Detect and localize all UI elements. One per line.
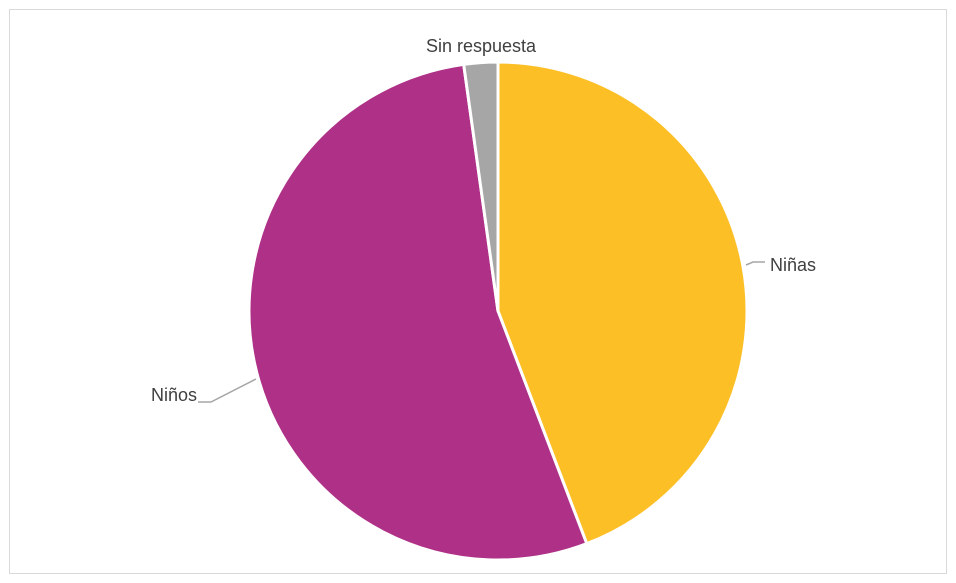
slice-label-ninos: Niños (151, 385, 197, 405)
pie-slice-ninas (496, 60, 749, 546)
slice-label-ninas: Niñas (770, 255, 816, 275)
pie-slice-ninos (247, 62, 589, 562)
leader-lines (198, 261, 765, 403)
slice-label-sin-respuesta: Sin respuesta (426, 36, 537, 56)
pie-slices (247, 60, 749, 562)
pie-slice-sin-respuesta (462, 60, 500, 313)
leader-line-ninos (198, 378, 257, 403)
slice-labels: Niñas Niños Sin respuesta (151, 36, 816, 405)
leader-line-ninas (745, 261, 765, 266)
